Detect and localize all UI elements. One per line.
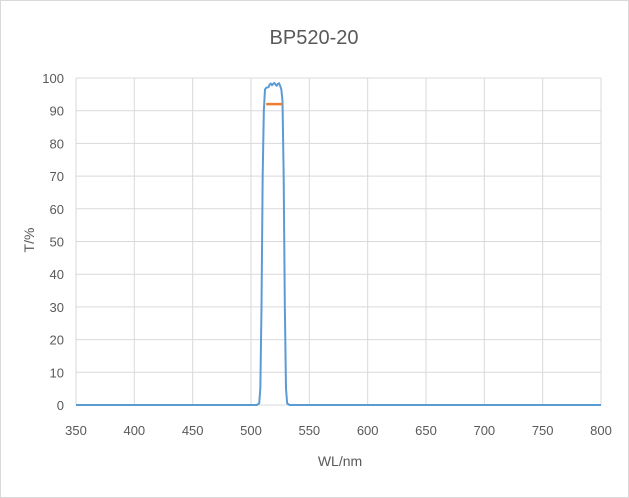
- y-tick-labels: 0 10 20 30 40 50 60 70 80 90 100: [42, 71, 64, 413]
- y-tick-label: 0: [57, 398, 64, 413]
- x-tick-label: 600: [357, 423, 379, 438]
- series-group: [76, 81, 601, 406]
- x-tick-label: 400: [123, 423, 145, 438]
- x-tick-label: 350: [65, 423, 87, 438]
- y-tick-label: 50: [50, 235, 64, 250]
- y-tick-label: 60: [50, 202, 64, 217]
- gridlines: [75, 77, 602, 406]
- series-line-1: [76, 81, 601, 406]
- x-axis-label: WL/nm: [318, 453, 362, 469]
- x-tick-label: 700: [473, 423, 495, 438]
- y-tick-label: 70: [50, 169, 64, 184]
- x-tick-label: 750: [532, 423, 554, 438]
- x-tick-label: 500: [240, 423, 262, 438]
- y-tick-label: 90: [50, 104, 64, 119]
- x-tick-label: 450: [182, 423, 204, 438]
- x-tick-labels: 350 400 450 500 550 600 650 700 750 800: [65, 423, 612, 438]
- x-tick-label: 650: [415, 423, 437, 438]
- y-axis-label: T/%: [21, 228, 37, 253]
- x-tick-label: 550: [298, 423, 320, 438]
- x-tick-label: 800: [590, 423, 612, 438]
- y-tick-label: 100: [42, 71, 64, 86]
- y-tick-label: 80: [50, 136, 64, 151]
- y-tick-label: 30: [50, 300, 64, 315]
- y-tick-label: 40: [50, 267, 64, 282]
- chart-title: BP520-20: [270, 27, 359, 49]
- y-tick-label: 10: [50, 365, 64, 380]
- y-tick-label: 20: [50, 333, 64, 348]
